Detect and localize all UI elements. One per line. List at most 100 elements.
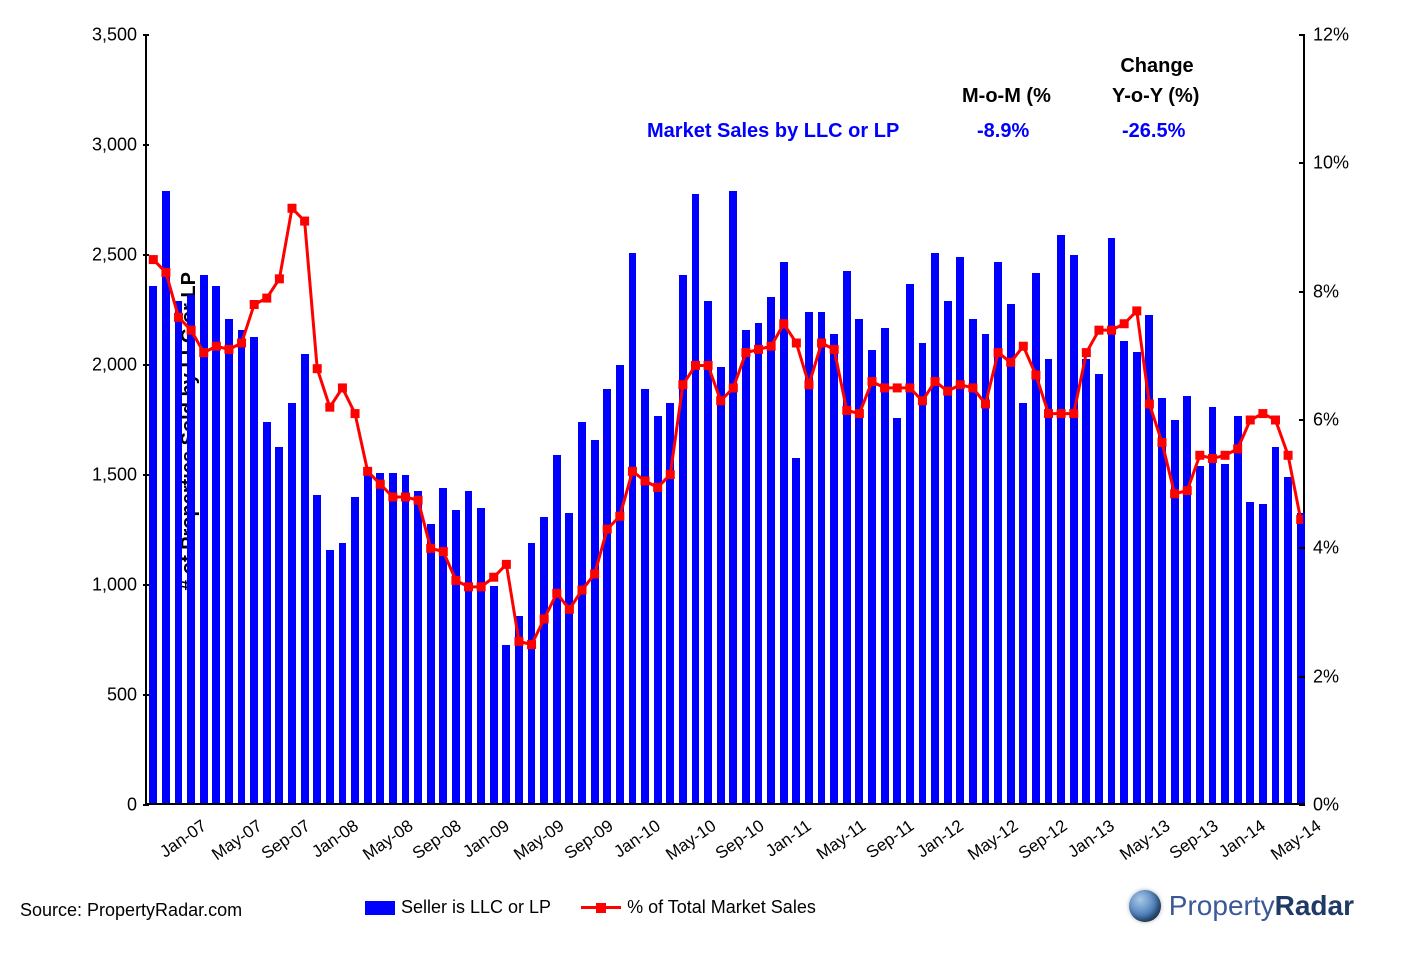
bar [187, 295, 195, 803]
bar [818, 312, 826, 803]
bar [540, 517, 548, 803]
bar [931, 253, 939, 803]
bar [414, 491, 422, 803]
bar [654, 416, 662, 803]
bar [982, 334, 990, 803]
bar [578, 422, 586, 803]
bar [490, 586, 498, 803]
bar [855, 319, 863, 803]
bar [1209, 407, 1217, 803]
y-tick-right: 2% [1313, 666, 1363, 687]
bar [1032, 273, 1040, 803]
bar [250, 337, 258, 803]
bar [692, 194, 700, 803]
bar [212, 286, 220, 803]
bar [200, 275, 208, 803]
source-text: Source: PropertyRadar.com [20, 900, 242, 921]
chart-container: # of Properties Sold by LLC or LP % of T… [40, 20, 1370, 940]
brand-part2: Radar [1275, 890, 1354, 921]
legend-item-bar: Seller is LLC or LP [365, 897, 551, 918]
bar [465, 491, 473, 803]
x-tick-label: Sep-13 [1166, 816, 1222, 864]
plot-area: Change M-o-M (% Y-o-Y (%) Market Sales b… [145, 35, 1305, 805]
y-tick-right: 12% [1313, 25, 1363, 46]
bar [641, 389, 649, 803]
bar [1158, 398, 1166, 803]
y-tick-left: 2,000 [89, 355, 137, 376]
bars-layer [147, 35, 1303, 803]
x-tick-label: May-11 [813, 816, 870, 864]
bar [1133, 352, 1141, 803]
bar [515, 616, 523, 803]
x-tick-label: May-07 [208, 816, 266, 865]
bar [1284, 477, 1292, 803]
bar [301, 354, 309, 803]
y-tick-right: 0% [1313, 795, 1363, 816]
bar [149, 286, 157, 803]
bar [376, 473, 384, 803]
legend-line-label: % of Total Market Sales [627, 897, 816, 918]
bar [553, 455, 561, 803]
x-tick-label: Sep-08 [409, 816, 465, 864]
x-axis-labels: Jan-07May-07Sep-07Jan-08May-08Sep-08Jan-… [145, 810, 1305, 890]
y-tick-left: 500 [89, 685, 137, 706]
y-tick-left: 2,500 [89, 245, 137, 266]
bar [704, 301, 712, 803]
brand-part1: Property [1169, 890, 1275, 921]
x-tick-label: May-13 [1116, 816, 1174, 865]
bar [275, 447, 283, 803]
annotation-mom-header: M-o-M (% [962, 85, 1051, 108]
bar [1183, 396, 1191, 803]
y-tick-right: 6% [1313, 410, 1363, 431]
x-tick-label: May-14 [1267, 816, 1325, 865]
bar [439, 488, 447, 803]
bar [780, 262, 788, 803]
bar [1196, 466, 1204, 803]
bar [565, 513, 573, 803]
x-tick-label: Jan-07 [157, 816, 211, 862]
bar [868, 350, 876, 803]
bar [1095, 374, 1103, 803]
legend-bar-swatch [365, 901, 395, 915]
x-tick-label: Jan-10 [611, 816, 665, 862]
brand-logo: PropertyRadar [1129, 890, 1354, 922]
bar [893, 418, 901, 803]
bar [263, 422, 271, 803]
y-tick-right: 8% [1313, 281, 1363, 302]
x-tick-label: Jan-09 [459, 816, 513, 862]
y-tick-left: 3,000 [89, 135, 137, 156]
bar [175, 301, 183, 803]
legend: Seller is LLC or LP % of Total Market Sa… [365, 897, 816, 918]
bar [591, 440, 599, 803]
globe-icon [1129, 890, 1161, 922]
bar [1221, 464, 1229, 803]
x-tick-label: Jan-12 [913, 816, 967, 862]
bar [313, 495, 321, 803]
x-tick-label: Sep-11 [863, 816, 918, 863]
bar [881, 328, 889, 803]
x-tick-label: May-08 [359, 816, 417, 865]
annotation-mom-value: -8.9% [977, 120, 1029, 143]
y-tick-left: 1,000 [89, 575, 137, 596]
annotation-row-label: Market Sales by LLC or LP [647, 120, 899, 143]
bar [364, 469, 372, 803]
bar [225, 319, 233, 803]
bar [389, 473, 397, 803]
bar [1019, 403, 1027, 803]
bar [767, 297, 775, 803]
bar [666, 403, 674, 803]
y-tick-left: 1,500 [89, 465, 137, 486]
x-tick-label: Jan-13 [1065, 816, 1119, 862]
bar [238, 330, 246, 803]
bar [717, 367, 725, 803]
bar [1108, 238, 1116, 803]
bar [1120, 341, 1128, 803]
x-tick-label: Jan-08 [308, 816, 362, 862]
bar [919, 343, 927, 803]
x-tick-label: Sep-10 [712, 816, 768, 864]
bar [830, 334, 838, 803]
annotation-change-header: Change [1007, 55, 1307, 78]
bar [1297, 513, 1305, 803]
bar [326, 550, 334, 803]
bar [906, 284, 914, 803]
